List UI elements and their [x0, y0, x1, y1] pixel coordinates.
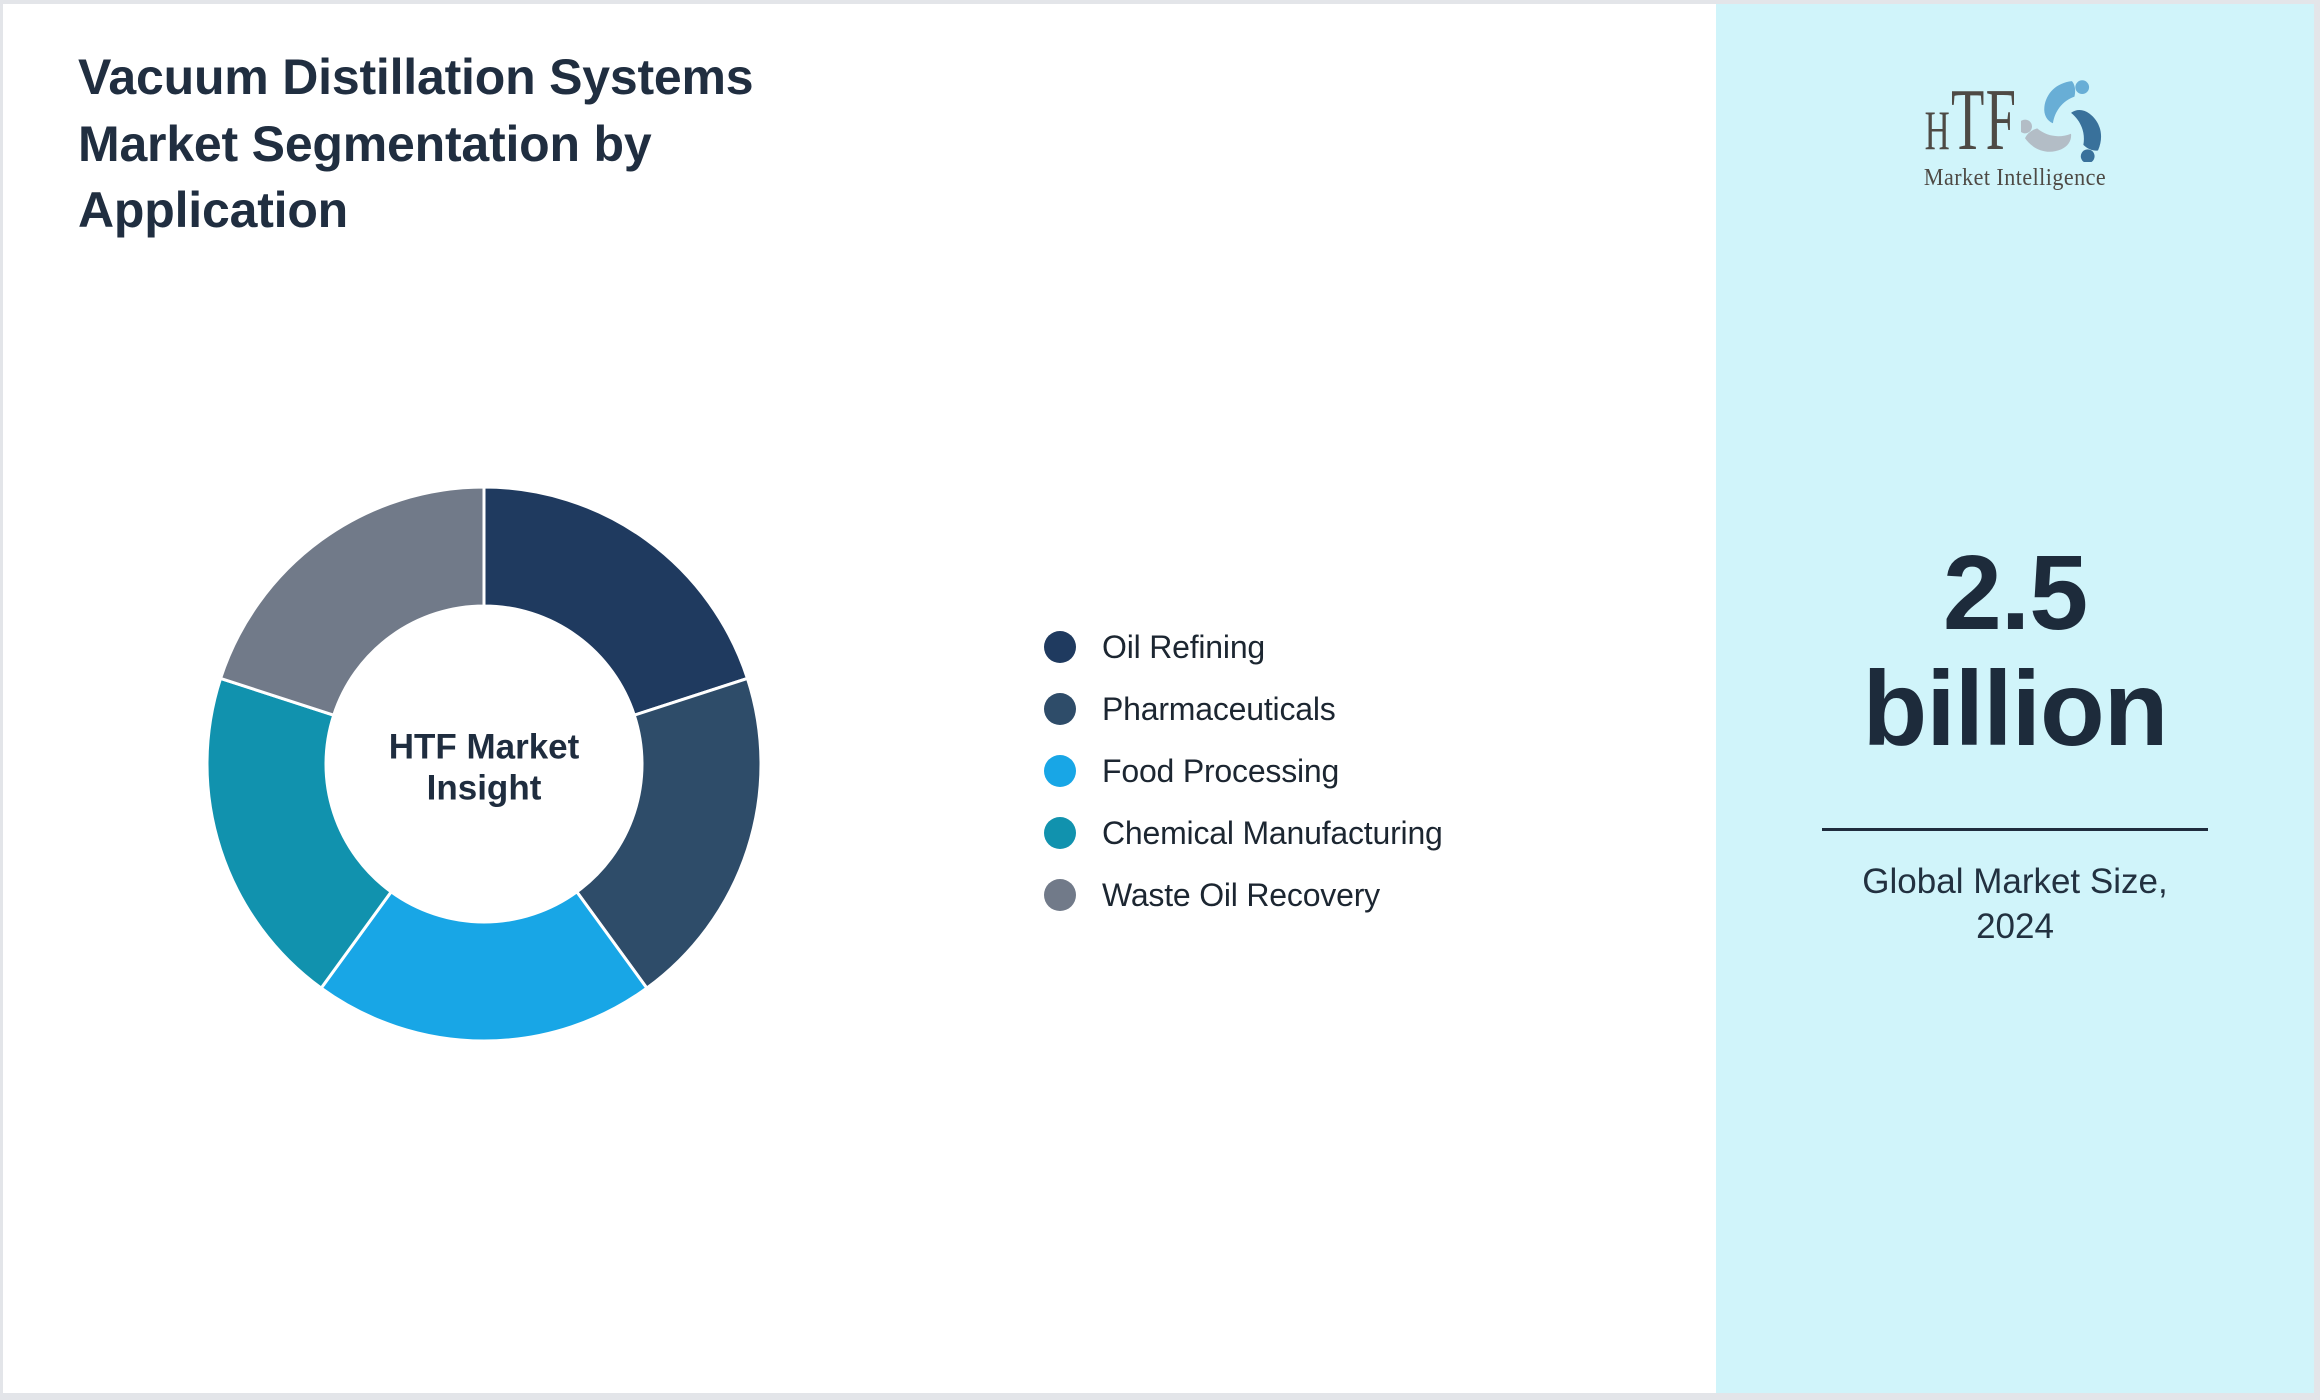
legend-item-pharmaceuticals: Pharmaceuticals: [1044, 690, 1443, 727]
page-title: Vacuum Distillation Systems Market Segme…: [78, 49, 754, 238]
donut-slice-pharmaceuticals: [574, 676, 763, 991]
sidebar-panel: H TF M: [1716, 4, 2314, 1393]
swirl-figure-left: [2021, 119, 2072, 152]
legend-color-dot: [1044, 755, 1076, 787]
swirl-figure-right: [2071, 110, 2102, 162]
chart-legend: Oil Refining Pharmaceuticals Food Processi…: [1044, 628, 1443, 913]
legend-item-waste-oil-recovery: Waste Oil Recovery: [1044, 876, 1443, 913]
divider-line: [1822, 828, 2208, 831]
legend-label: Chemical Manufacturing: [1102, 814, 1443, 851]
htf-logo-swirl-icon: [2021, 80, 2102, 162]
market-caption: Global Market Size, 2024: [1862, 862, 2168, 947]
legend-color-dot: [1044, 693, 1076, 725]
donut-slice-food-processing: [319, 889, 649, 1043]
donut-slice-oil-refining: [482, 485, 750, 718]
htf-logo-letter-h: H: [1924, 99, 1951, 162]
legend-item-chemical-manufacturing: Chemical Manufacturing: [1044, 814, 1443, 851]
donut-center-label: HTF Market Insight: [388, 727, 580, 807]
htf-logo: H TF M: [1716, 76, 2314, 192]
legend-color-dot: [1044, 817, 1076, 849]
htf-logo-row: H TF: [1921, 71, 2109, 169]
legend-label: Pharmaceuticals: [1102, 690, 1336, 727]
legend-label: Oil Refining: [1102, 628, 1266, 665]
donut-svg: [205, 485, 763, 1043]
legend-color-dot: [1044, 879, 1076, 911]
legend-label: Waste Oil Recovery: [1102, 876, 1380, 913]
htf-logo-subtext: Market Intelligence: [1923, 165, 2107, 191]
legend-item-oil-refining: Oil Refining: [1044, 628, 1443, 665]
donut-slice-waste-oil-recovery: [218, 485, 486, 718]
market-value: 2.5 billion: [1862, 534, 2168, 768]
donut-slice-chemical-manufacturing: [205, 676, 394, 991]
htf-logo-letters-tf: TF: [1950, 71, 2017, 169]
htf-logo-letters: H TF: [1924, 71, 2017, 169]
legend-label: Food Processing: [1102, 752, 1340, 789]
swirl-figure-top: [2044, 80, 2090, 124]
htf-logo-text: H TF: [1921, 71, 2017, 169]
donut-chart: HTF Market Insight: [204, 484, 764, 1044]
legend-color-dot: [1044, 631, 1076, 663]
legend-item-food-processing: Food Processing: [1044, 752, 1443, 789]
